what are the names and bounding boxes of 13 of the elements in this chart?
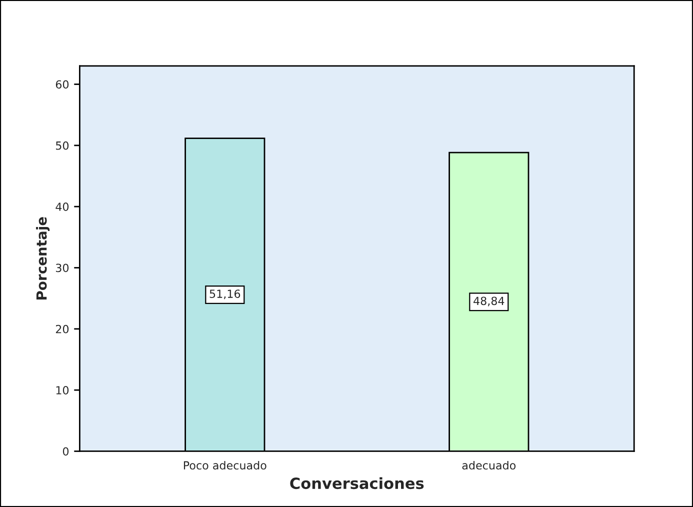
x-axis-title: Conversaciones (290, 477, 424, 490)
y-tick-label: 10 (56, 386, 69, 394)
y-tick-label: 0 (62, 447, 69, 456)
x-tick-label: adecuado (462, 460, 516, 470)
data-label: 48,84 (474, 296, 504, 306)
y-tick-label: 50 (56, 141, 69, 150)
x-tick-label: Poco adecuado (184, 460, 266, 470)
data-label: 51,16 (210, 290, 240, 300)
y-tick-label: 60 (56, 80, 69, 89)
y-tick-label: 30 (56, 264, 69, 272)
y-axis-title: Porcentaje (36, 217, 50, 300)
y-tick-label: 40 (56, 202, 69, 211)
y-tick-label: 20 (56, 324, 69, 334)
